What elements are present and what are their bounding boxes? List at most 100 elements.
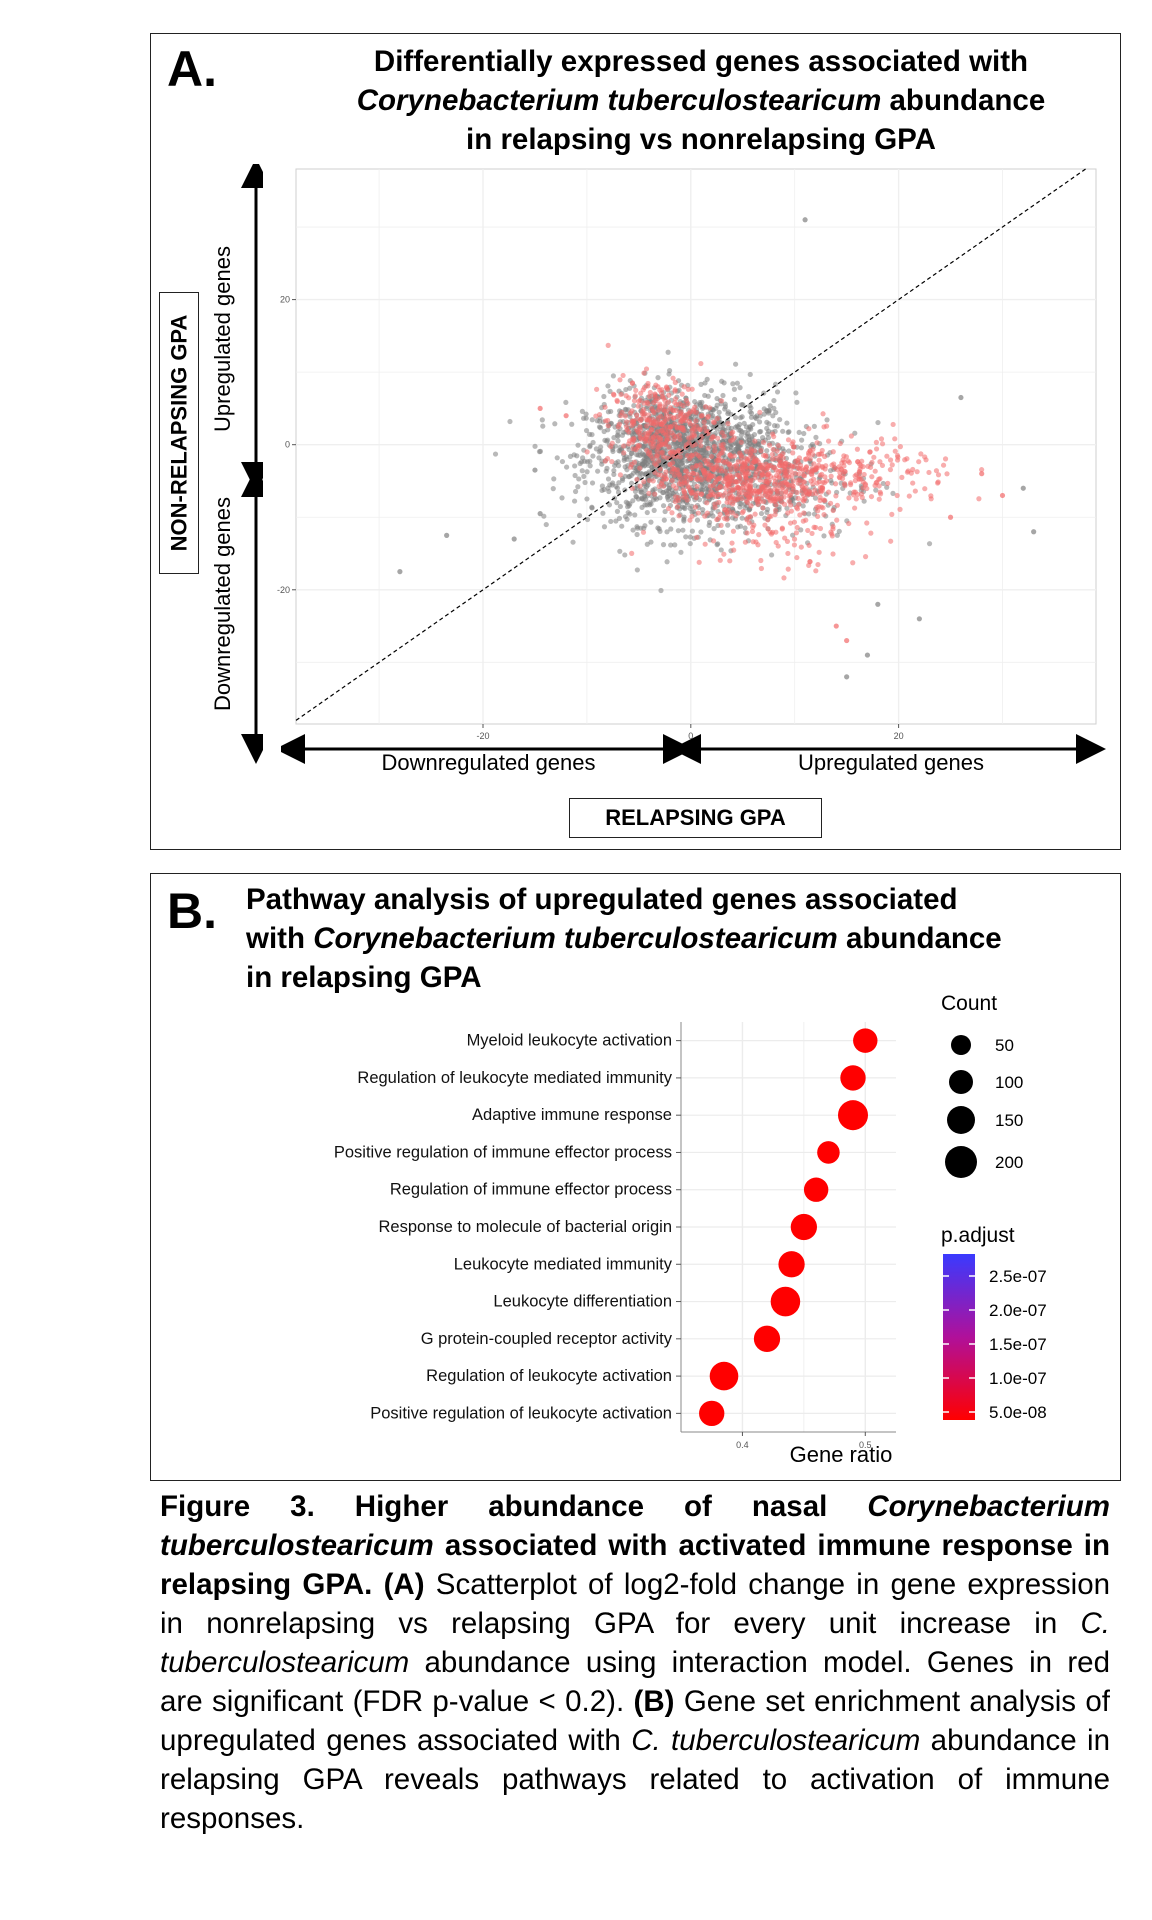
gene-point (895, 454, 901, 460)
gene-point (668, 526, 674, 532)
gene-point (667, 461, 673, 468)
gene-point (653, 382, 659, 388)
gene-point (576, 512, 583, 519)
y-tick-label: 20 (280, 295, 290, 305)
gene-point (667, 492, 673, 499)
gene-point (604, 465, 610, 471)
gene-point (873, 439, 879, 445)
gene-point (735, 424, 741, 430)
gene-point (794, 399, 800, 405)
gene-point (935, 479, 941, 485)
gene-point (821, 512, 827, 518)
gene-point (788, 508, 794, 514)
padj-label-1: 2.0e-07 (989, 1301, 1047, 1320)
gene-point (947, 514, 954, 520)
gene-point (689, 528, 695, 534)
gene-point (685, 386, 691, 392)
gene-point (730, 528, 737, 534)
gene-point (655, 395, 661, 402)
gene-point (619, 523, 625, 529)
gene-point (617, 503, 623, 510)
figure-caption: Figure 3. Higher abundance of nasal Cory… (160, 1487, 1110, 1838)
dot-plot-xlabel: Gene ratio (789, 1442, 893, 1467)
gene-point (785, 550, 791, 557)
gene-point (912, 488, 918, 494)
gene-point (818, 489, 824, 495)
gene-point (743, 464, 749, 471)
gene-point (852, 430, 858, 436)
gene-point (660, 483, 667, 489)
gene-point (596, 449, 602, 455)
gene-point (944, 471, 950, 477)
gene-point (587, 458, 593, 464)
gene-point (878, 491, 884, 497)
gene-point (793, 530, 800, 536)
gene-point (769, 552, 775, 558)
gene-point (622, 413, 628, 419)
gene-point (828, 473, 834, 479)
category-label: Leukocyte mediated immunity (454, 1255, 673, 1273)
gene-point (574, 453, 580, 459)
gene-point (660, 542, 667, 548)
gene-point (719, 529, 725, 535)
gene-point (620, 372, 626, 379)
gene-point (719, 430, 725, 436)
gene-point (635, 403, 641, 409)
gene-point (444, 532, 450, 538)
gene-point (755, 542, 761, 548)
gene-point (827, 500, 834, 506)
category-label: Regulation of leukocyte activation (426, 1367, 672, 1385)
panel-a-title-species: Corynebacterium tuberculostearicum (356, 84, 882, 117)
count-legend-label-150: 150 (995, 1111, 1023, 1130)
gene-point (884, 453, 890, 459)
gene-point (747, 424, 754, 430)
gene-point (666, 505, 672, 512)
gene-point (744, 499, 751, 506)
gene-point (755, 459, 762, 465)
gene-point (772, 507, 779, 513)
gene-point (704, 414, 710, 421)
gene-point (658, 421, 664, 427)
gene-point (742, 525, 748, 531)
gene-point (727, 452, 733, 458)
gene-point (673, 401, 680, 408)
gene-point (864, 652, 871, 658)
gene-point (889, 511, 895, 517)
gene-point (784, 505, 790, 511)
gene-point (869, 474, 875, 480)
gene-point (687, 540, 693, 547)
gene-point (769, 451, 775, 458)
gene-point (755, 496, 761, 503)
y-group-label: NON-RELAPSING GPA (166, 314, 191, 552)
gene-point (637, 427, 643, 433)
gene-point (770, 413, 776, 419)
gene-point (747, 409, 753, 415)
gene-point (764, 425, 770, 431)
gene-point (683, 415, 690, 421)
gene-point (617, 472, 624, 478)
gene-point (889, 462, 895, 468)
caption-italic-a: C. tuberculostearicum (160, 1607, 1110, 1679)
caption-fig-label: Figure 3. (160, 1490, 315, 1523)
gene-point (755, 501, 761, 507)
gene-point (704, 500, 710, 506)
gene-point (641, 479, 647, 485)
gene-point (655, 407, 662, 413)
gene-point (689, 513, 695, 519)
gene-point (729, 480, 735, 487)
gene-point (751, 459, 758, 465)
gene-point (686, 471, 692, 477)
gene-point (815, 508, 821, 514)
gene-point (765, 526, 771, 532)
gene-point (687, 534, 693, 540)
gene-point (773, 529, 779, 535)
gene-point (711, 443, 718, 450)
gene-point (783, 488, 789, 495)
gene-point (801, 510, 807, 516)
gene-point (712, 504, 718, 510)
gene-point (671, 436, 677, 443)
gene-point (747, 371, 753, 378)
gene-point (821, 533, 827, 539)
gene-point (812, 495, 819, 501)
gene-point (703, 475, 709, 481)
